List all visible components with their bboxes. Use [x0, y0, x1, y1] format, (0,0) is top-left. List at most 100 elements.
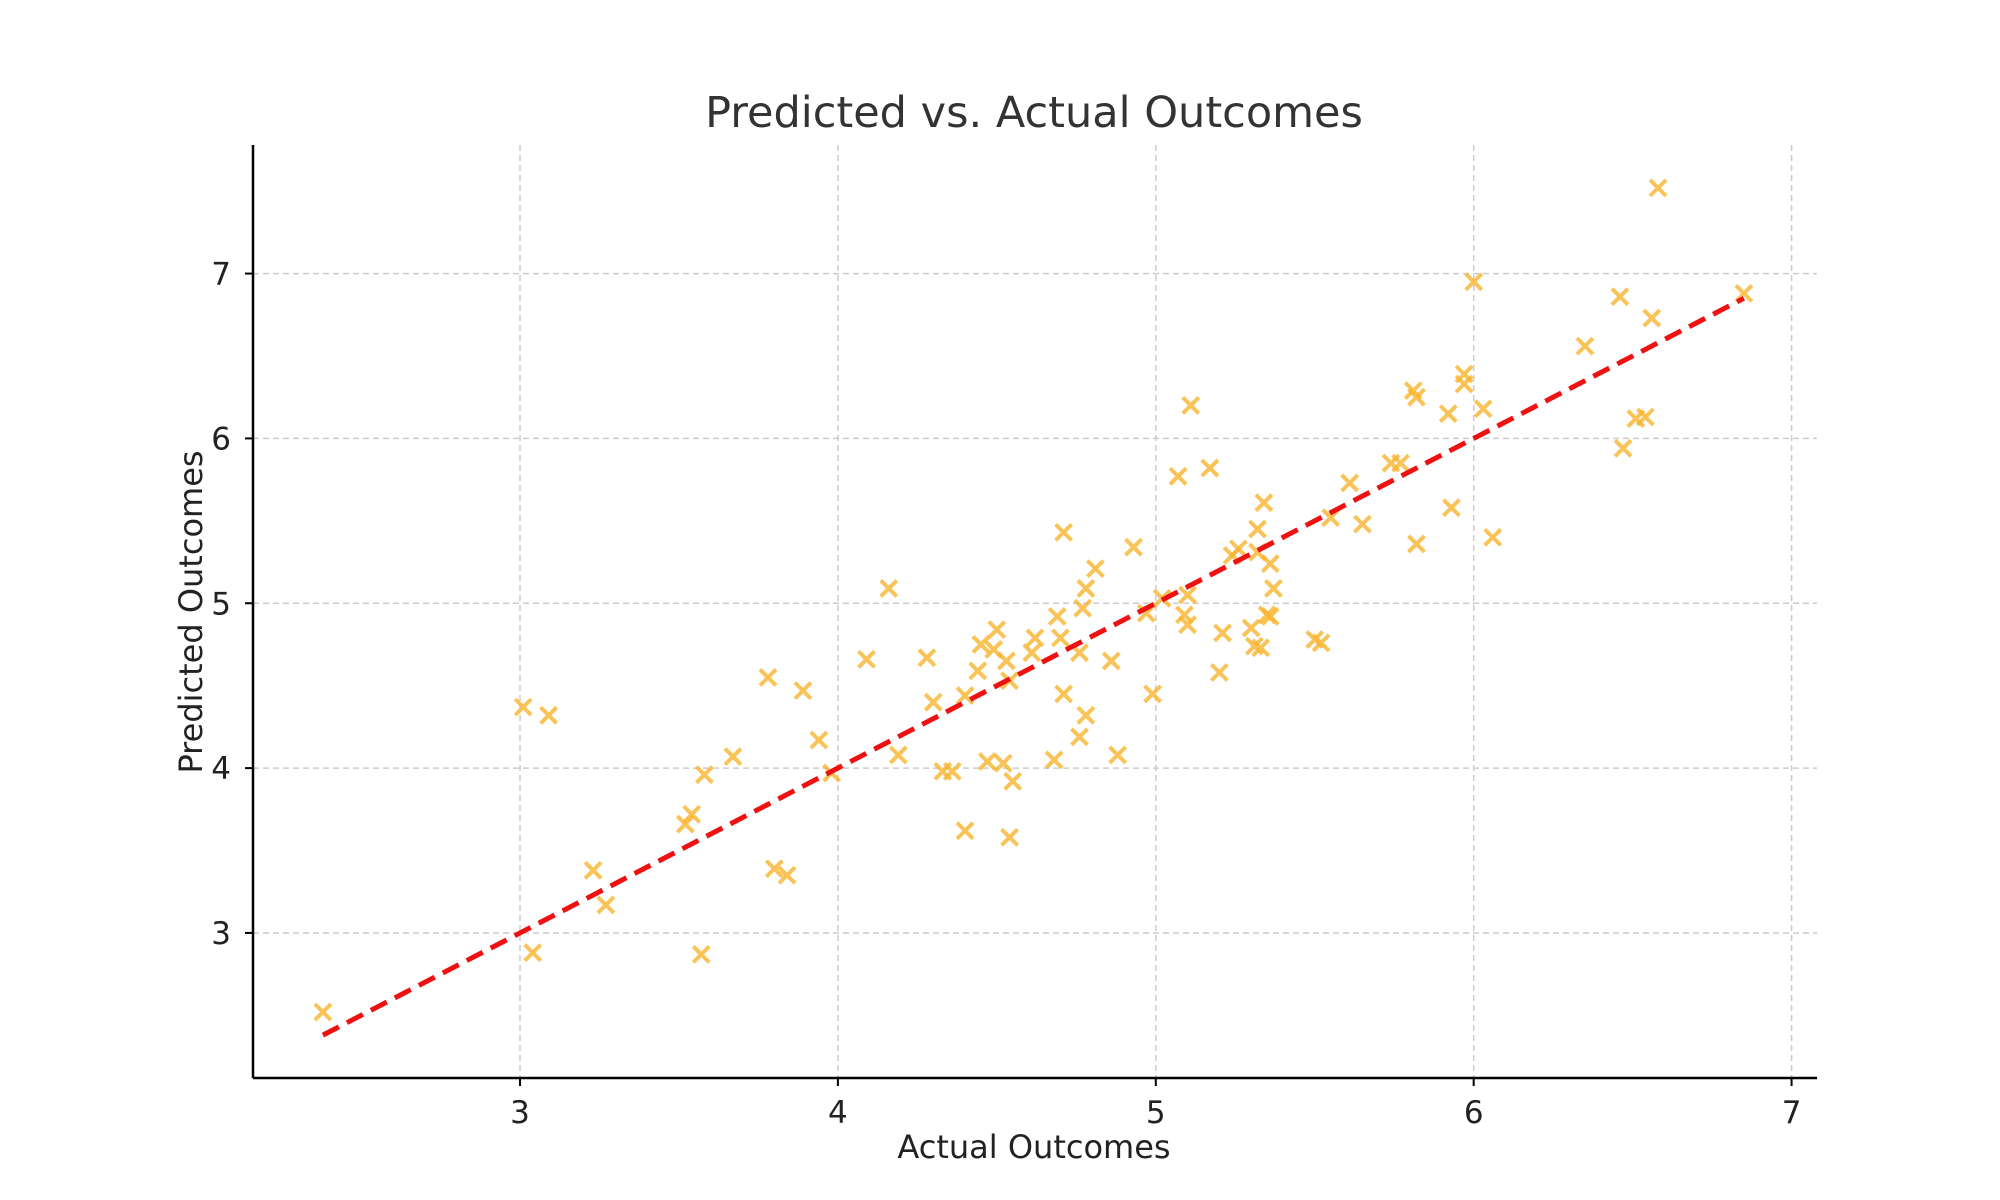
data-point — [1200, 458, 1220, 478]
data-point — [539, 705, 559, 725]
data-point — [1054, 522, 1074, 542]
data-point — [923, 692, 943, 712]
data-point — [809, 730, 829, 750]
data-point — [1124, 537, 1143, 557]
data-point — [1178, 615, 1197, 635]
data-point — [694, 765, 714, 785]
data-point — [1000, 827, 1019, 847]
data-point — [1473, 399, 1493, 419]
x-tick-label: 3 — [510, 1095, 530, 1131]
data-point — [513, 697, 533, 717]
data-point — [1610, 287, 1630, 307]
data-point — [1168, 466, 1188, 486]
data-point — [993, 753, 1013, 773]
x-tick-label: 4 — [828, 1095, 848, 1131]
data-point — [1264, 579, 1283, 598]
data-point — [1575, 336, 1595, 356]
data-point — [1076, 705, 1096, 725]
data-point — [942, 761, 962, 781]
data-point — [1642, 308, 1662, 328]
data-point — [1085, 559, 1105, 579]
data-point — [1340, 473, 1360, 493]
data-point — [1635, 407, 1655, 427]
grid — [253, 145, 1817, 1078]
data-point — [1054, 684, 1074, 704]
data-point — [523, 943, 543, 963]
data-point — [675, 814, 695, 834]
data-point — [1483, 527, 1503, 547]
y-axis-label: Predicted Outcomes — [172, 450, 210, 773]
data-point — [1022, 643, 1042, 663]
data-point — [1311, 633, 1331, 653]
data-point — [857, 649, 876, 669]
fit-line-group — [321, 296, 1746, 1038]
data-point — [1241, 618, 1261, 638]
chart-title: Predicted vs. Actual Outcomes — [705, 88, 1363, 138]
data-point — [977, 752, 997, 771]
data-point — [1648, 178, 1668, 198]
y-tick-label: 3 — [211, 916, 231, 952]
tick-labels: 3 4 5 6 7 3 4 5 6 7 — [211, 257, 1801, 1131]
x-tick-label: 6 — [1464, 1095, 1484, 1131]
data-point — [955, 686, 975, 705]
data-point — [793, 681, 813, 701]
data-point — [583, 860, 603, 880]
data-point — [971, 635, 991, 654]
data-point — [1353, 514, 1372, 534]
data-point — [1254, 493, 1274, 513]
data-point — [596, 895, 616, 915]
x-tick-label: 5 — [1146, 1095, 1166, 1131]
data-point — [1260, 554, 1280, 574]
x-axis-label: Actual Outcomes — [897, 1128, 1170, 1166]
data-point — [917, 648, 937, 668]
data-point — [1260, 607, 1280, 626]
data-point — [1003, 771, 1023, 791]
data-point — [691, 944, 711, 964]
data-point — [1391, 453, 1410, 473]
y-tick-label: 7 — [211, 257, 231, 293]
data-point — [1464, 272, 1484, 292]
data-point — [1229, 539, 1248, 559]
data-point — [1613, 438, 1633, 458]
data-point — [764, 859, 784, 879]
data-point — [1025, 628, 1045, 648]
data-point — [1070, 727, 1089, 747]
data-points — [313, 178, 1754, 1022]
data-point — [955, 821, 975, 841]
data-point — [1101, 651, 1121, 671]
data-point — [1407, 387, 1426, 407]
data-point — [723, 747, 743, 766]
data-point — [1073, 598, 1093, 618]
data-point — [777, 865, 797, 885]
data-point — [1209, 663, 1229, 682]
data-point — [758, 668, 778, 687]
data-point — [313, 1002, 333, 1022]
data-point — [1051, 628, 1070, 648]
fit-line — [321, 296, 1746, 1038]
data-point — [1248, 519, 1267, 539]
y-tick-label: 4 — [211, 751, 231, 787]
data-point — [1108, 745, 1128, 765]
data-point — [1213, 623, 1232, 643]
data-point — [1454, 374, 1474, 394]
data-point — [1143, 684, 1163, 704]
data-point — [968, 661, 988, 681]
data-point — [682, 804, 702, 824]
axes — [251, 145, 1817, 1080]
data-point — [1076, 579, 1096, 598]
x-tick-label: 7 — [1782, 1095, 1802, 1131]
data-point — [888, 745, 908, 765]
y-tick-label: 5 — [211, 586, 231, 622]
data-point — [987, 620, 1007, 640]
data-point — [1407, 534, 1426, 554]
data-point — [1178, 585, 1197, 605]
data-point — [879, 579, 899, 598]
y-tick-label: 6 — [211, 421, 231, 457]
data-point — [1251, 638, 1271, 658]
data-point — [996, 651, 1016, 671]
data-point — [1438, 404, 1458, 424]
data-point — [1044, 750, 1064, 770]
data-point — [1442, 498, 1461, 518]
